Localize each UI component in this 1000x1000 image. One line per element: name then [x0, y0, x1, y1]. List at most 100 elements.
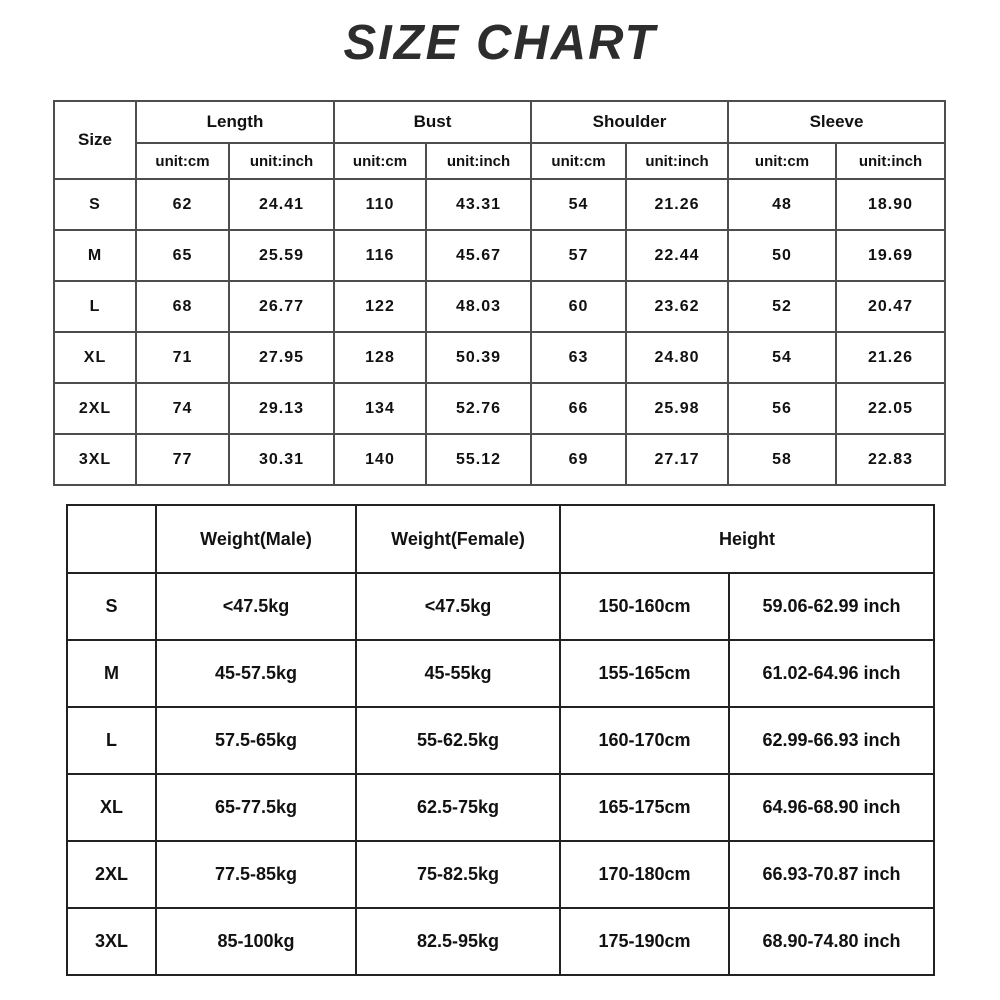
measurement-value: 19.69: [835, 229, 947, 282]
row-size-label: 3XL: [66, 907, 157, 976]
height-cm-value: 165-175cm: [559, 773, 730, 842]
measurement-value: 52: [727, 280, 838, 333]
weight-female-value: 82.5-95kg: [355, 907, 561, 976]
height-cm-value: 175-190cm: [559, 907, 730, 976]
weight-female-value: 62.5-75kg: [355, 773, 561, 842]
measurement-value: 22.44: [624, 229, 730, 282]
measurement-value: 69: [530, 433, 627, 486]
corner-cell: [66, 504, 157, 574]
measurement-value: 25.59: [228, 229, 335, 282]
row-size-label: XL: [66, 773, 157, 842]
row-size-label: L: [53, 280, 137, 333]
measurement-value: 18.90: [835, 178, 947, 231]
unit-label-length-cm: unit:cm: [135, 142, 230, 180]
measurement-value: 55.12: [425, 433, 532, 486]
measurement-value: 27.17: [624, 433, 730, 486]
row-size-label: S: [66, 572, 157, 641]
measurement-value: 58: [727, 433, 838, 486]
col-header-sleeve: Sleeve: [727, 100, 947, 144]
height-inch-value: 68.90-74.80 inch: [728, 907, 935, 976]
measurement-value: 30.31: [228, 433, 335, 486]
table-row: 2XL 74 29.13 134 52.76 66 25.98 56 22.05: [53, 382, 947, 435]
measurement-value: 48: [727, 178, 838, 231]
measurement-value: 20.47: [835, 280, 947, 333]
table-row: L 68 26.77 122 48.03 60 23.62 52 20.47: [53, 280, 947, 333]
height-cm-value: 155-165cm: [559, 639, 730, 708]
col-header-size: Size: [53, 100, 137, 180]
measurement-value: 65: [135, 229, 230, 282]
measurement-value: 50.39: [425, 331, 532, 384]
col-header-weight-female: Weight(Female): [355, 504, 561, 574]
weight-male-value: 57.5-65kg: [155, 706, 357, 775]
measurement-value: 116: [333, 229, 427, 282]
table-row: 2XL 77.5-85kg 75-82.5kg 170-180cm 66.93-…: [66, 840, 935, 909]
height-inch-value: 62.99-66.93 inch: [728, 706, 935, 775]
measurement-value: 21.26: [835, 331, 947, 384]
measurement-value: 134: [333, 382, 427, 435]
col-header-shoulder: Shoulder: [529, 100, 730, 144]
measurement-value: 21.26: [624, 178, 730, 231]
height-inch-value: 59.06-62.99 inch: [728, 572, 935, 641]
row-size-label: 3XL: [53, 433, 137, 486]
measurement-value: 74: [135, 382, 230, 435]
measurement-value: 54: [727, 331, 838, 384]
table-row: M 65 25.59 116 45.67 57 22.44 50 19.69: [53, 229, 947, 282]
measurement-value: 48.03: [425, 280, 532, 333]
measurement-value: 110: [333, 178, 427, 231]
unit-label-length-inch: unit:inch: [228, 142, 335, 180]
unit-label-bust-inch: unit:inch: [425, 142, 532, 180]
measurement-value: 140: [333, 433, 427, 486]
measurement-value: 24.80: [624, 331, 730, 384]
measurement-value: 29.13: [228, 382, 335, 435]
col-header-weight-male: Weight(Male): [155, 504, 357, 574]
weight-male-value: <47.5kg: [155, 572, 357, 641]
weight-female-value: 45-55kg: [355, 639, 561, 708]
table-row: 3XL 77 30.31 140 55.12 69 27.17 58 22.83: [53, 433, 947, 486]
col-header-length: Length: [135, 100, 335, 144]
unit-label-sleeve-cm: unit:cm: [727, 142, 838, 180]
height-cm-value: 150-160cm: [559, 572, 730, 641]
measurement-value: 62: [135, 178, 230, 231]
col-header-height: Height: [559, 504, 935, 574]
row-size-label: XL: [53, 331, 137, 384]
row-size-label: M: [66, 639, 157, 708]
unit-label-shoulder-inch: unit:inch: [624, 142, 730, 180]
measurement-value: 27.95: [228, 331, 335, 384]
weight-female-value: <47.5kg: [355, 572, 561, 641]
table-row: XL 65-77.5kg 62.5-75kg 165-175cm 64.96-6…: [66, 773, 935, 842]
measurement-value: 26.77: [228, 280, 335, 333]
measurement-value: 66: [530, 382, 627, 435]
height-inch-value: 64.96-68.90 inch: [728, 773, 935, 842]
table-row: XL 71 27.95 128 50.39 63 24.80 54 21.26: [53, 331, 947, 384]
measurement-value: 77: [135, 433, 230, 486]
measurement-value: 43.31: [425, 178, 532, 231]
table-row: L 57.5-65kg 55-62.5kg 160-170cm 62.99-66…: [66, 706, 935, 775]
weight-female-value: 75-82.5kg: [355, 840, 561, 909]
measurement-value: 56: [727, 382, 838, 435]
row-size-label: S: [53, 178, 137, 231]
row-size-label: M: [53, 229, 137, 282]
measurement-value: 23.62: [624, 280, 730, 333]
measurement-value: 128: [333, 331, 427, 384]
height-cm-value: 170-180cm: [559, 840, 730, 909]
body-reference-table: Weight(Male) Weight(Female) Height S <47…: [66, 504, 935, 976]
page-title: SIZE CHART: [343, 16, 657, 70]
measurement-value: 22.05: [835, 382, 947, 435]
unit-label-bust-cm: unit:cm: [333, 142, 427, 180]
height-inch-value: 66.93-70.87 inch: [728, 840, 935, 909]
measurement-value: 71: [135, 331, 230, 384]
measurement-value: 54: [530, 178, 627, 231]
measurement-value: 63: [530, 331, 627, 384]
weight-female-value: 55-62.5kg: [355, 706, 561, 775]
height-inch-value: 61.02-64.96 inch: [728, 639, 935, 708]
unit-label-shoulder-cm: unit:cm: [530, 142, 627, 180]
table-row: 3XL 85-100kg 82.5-95kg 175-190cm 68.90-7…: [66, 907, 935, 976]
measurement-value: 122: [333, 280, 427, 333]
weight-male-value: 77.5-85kg: [155, 840, 357, 909]
table-row: M 45-57.5kg 45-55kg 155-165cm 61.02-64.9…: [66, 639, 935, 708]
measurement-value: 24.41: [228, 178, 335, 231]
measurement-value: 22.83: [835, 433, 947, 486]
weight-male-value: 65-77.5kg: [155, 773, 357, 842]
table-row: S <47.5kg <47.5kg 150-160cm 59.06-62.99 …: [66, 572, 935, 641]
measurement-value: 52.76: [425, 382, 532, 435]
